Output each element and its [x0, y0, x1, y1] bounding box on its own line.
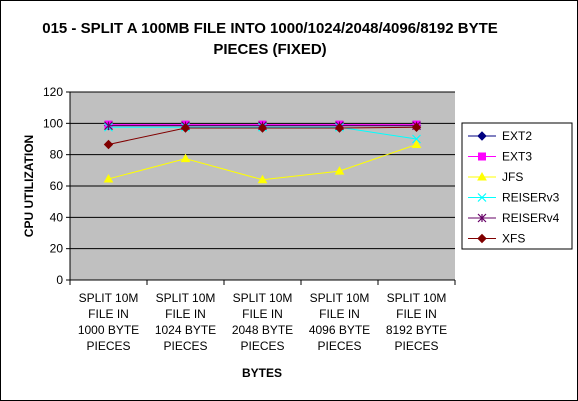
data-point	[411, 122, 422, 132]
x-tick-label: SPLIT 10M FILE IN 1000 BYTE PIECES	[78, 291, 139, 353]
x-tick-label: SPLIT 10M FILE IN 1024 BYTE PIECES	[155, 291, 216, 353]
x-tick-label-line: SPLIT 10M	[156, 291, 216, 305]
legend-item: REISERv3	[468, 191, 560, 205]
legend-marker	[477, 233, 487, 244]
x-tick-label-line: SPLIT 10M	[387, 291, 447, 305]
data-point	[257, 174, 268, 184]
legend-box	[461, 122, 573, 250]
data-point	[334, 166, 345, 175]
x-tick-label-line: PIECES	[163, 339, 207, 353]
legend-label: XFS	[502, 232, 525, 246]
y-tick-label: 0	[56, 273, 63, 287]
y-tick-label: 80	[50, 148, 64, 162]
x-tick-label-line: 8192 BYTE	[386, 323, 447, 337]
legend-item: JFS	[468, 170, 523, 184]
legend-marker	[478, 152, 486, 161]
x-tick-label-line: 4096 BYTE	[309, 323, 370, 337]
legend-marker	[477, 171, 487, 181]
x-tick-label-line: PIECES	[86, 339, 130, 353]
data-point	[180, 153, 191, 163]
data-point	[103, 173, 114, 183]
y-tick-label: 40	[50, 210, 64, 224]
legend-item: XFS	[468, 232, 525, 246]
legend-item: REISERv4	[468, 211, 560, 225]
x-tick-label-line: FILE IN	[165, 307, 206, 321]
data-point	[104, 121, 113, 131]
y-tick-label: 60	[50, 179, 64, 193]
legend-item: EXT2	[468, 129, 532, 143]
legend-item: EXT3	[468, 150, 532, 164]
legend-label: JFS	[502, 170, 523, 184]
y-tick-label: 120	[43, 85, 63, 99]
x-tick-label-line: PIECES	[240, 339, 284, 353]
series-jfs	[103, 139, 422, 184]
legend-marker	[477, 131, 487, 141]
y-tick-label: 20	[50, 242, 64, 256]
x-tick-label-line: PIECES	[394, 339, 438, 353]
x-tick-label-line: FILE IN	[396, 307, 437, 321]
legend-label: EXT3	[502, 150, 532, 164]
data-point	[257, 123, 268, 133]
x-tick-label-line: SPLIT 10M	[79, 291, 139, 305]
x-tick-label-line: 1000 BYTE	[78, 323, 139, 337]
data-point	[180, 123, 191, 133]
x-tick-label-line: SPLIT 10M	[233, 291, 293, 305]
x-tick-label: SPLIT 10M FILE IN 4096 BYTE PIECES	[309, 291, 370, 353]
legend-marker	[477, 213, 487, 223]
x-tick-label-line: FILE IN	[242, 307, 283, 321]
x-tick-label-line: FILE IN	[88, 307, 129, 321]
x-tick-label-line: PIECES	[317, 339, 361, 353]
legend: EXT2 EXT3 JFS REISERv3 REISERv4 XFS	[461, 122, 573, 250]
data-point	[412, 134, 421, 144]
x-tick-label-line: FILE IN	[319, 307, 360, 321]
x-tick-label-line: SPLIT 10M	[310, 291, 370, 305]
x-axis-label: BYTES	[242, 366, 282, 380]
gridlines	[70, 91, 455, 250]
chart-title: 015 - SPLIT A 100MB FILE INTO 1000/1024/…	[42, 20, 498, 58]
x-tick-label: SPLIT 10M FILE IN 2048 BYTE PIECES	[232, 291, 293, 353]
legend-label: REISERv3	[502, 191, 560, 205]
x-tick-label-line: 1024 BYTE	[155, 323, 216, 337]
legend-marker	[477, 193, 487, 202]
x-tick-label-line: 2048 BYTE	[232, 323, 293, 337]
legend-label: REISERv4	[502, 211, 560, 225]
data-point	[334, 123, 345, 133]
y-ticks: 0 20 40 60 80 100 120	[43, 85, 70, 287]
series-layer	[103, 120, 422, 184]
x-tick-label: SPLIT 10M FILE IN 8192 BYTE PIECES	[386, 291, 447, 353]
y-tick-label: 100	[43, 116, 63, 130]
legend-label: EXT2	[502, 129, 532, 143]
data-point	[103, 139, 114, 150]
data-point	[411, 139, 422, 148]
y-axis-label: CPU UTILIZATION	[22, 135, 36, 237]
series-xfs	[103, 122, 422, 150]
